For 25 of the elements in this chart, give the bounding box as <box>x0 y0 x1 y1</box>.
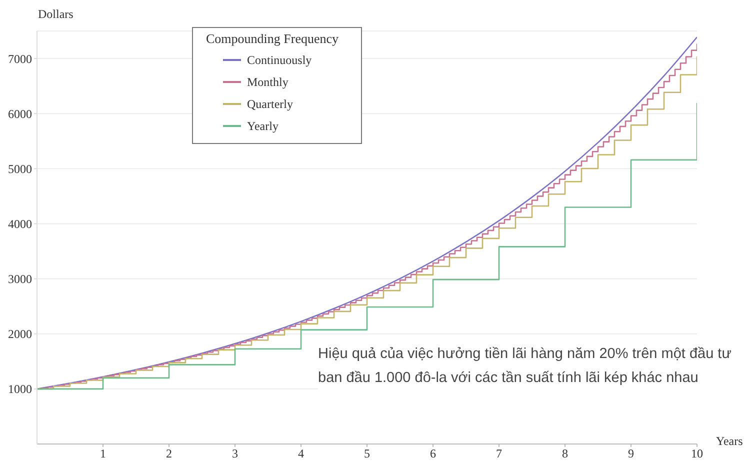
x-tick-label: 8 <box>562 446 568 461</box>
y-tick-label: 2000 <box>8 327 32 342</box>
x-tick-label: 3 <box>232 446 238 461</box>
x-tick-label: 5 <box>364 446 370 461</box>
x-tick-label: 2 <box>166 446 172 461</box>
legend-title: Compounding Frequency <box>205 31 340 47</box>
annotation: Hiệu quả của việc hưởng tiền lãi hàng năm 20% trên một đầu tư ban đầu 1.000 đô-la với các tần suất tính lãi kép khác nhau <box>318 342 748 390</box>
x-tick-label: 10 <box>691 446 703 461</box>
x-tick-label: 6 <box>430 446 436 461</box>
y-tick-label: 1000 <box>8 382 32 396</box>
x-axis-title: Years <box>716 434 743 449</box>
legend-label: Monthly <box>247 74 288 90</box>
x-tick-label: 4 <box>298 446 304 461</box>
y-tick-label: 3000 <box>8 272 32 286</box>
legend-label: Quarterly <box>247 96 293 112</box>
y-tick-label: 6000 <box>8 106 32 121</box>
y-axis-title: Dollars <box>38 7 74 22</box>
legend-label: Yearly <box>247 118 278 134</box>
x-tick-label: 9 <box>628 446 634 461</box>
y-tick-label: 7000 <box>8 52 32 66</box>
y-tick-label: 5000 <box>8 162 32 176</box>
x-tick-label: 1 <box>100 446 106 461</box>
x-tick-label: 7 <box>496 446 502 461</box>
y-tick-label: 4000 <box>8 216 32 231</box>
legend-label: Continuously <box>247 52 312 68</box>
